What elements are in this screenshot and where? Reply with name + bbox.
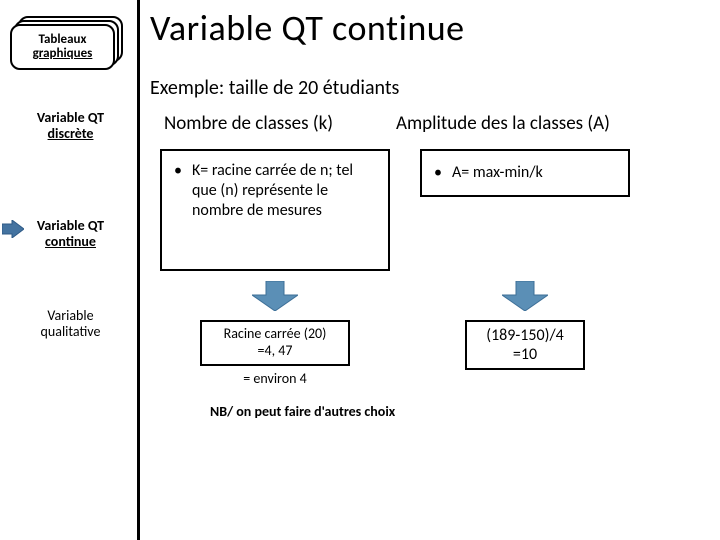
- sidebar-header-line2: graphiques: [33, 47, 93, 61]
- down-arrow-icon: [252, 281, 298, 316]
- bullet-icon: •: [174, 161, 182, 221]
- sidebar-item-qualitative[interactable]: Variable qualitative: [18, 308, 123, 340]
- example-text: Exemple: taille de 20 étudiants: [150, 76, 710, 100]
- footnote: NB/ on peut faire d'autres choix: [150, 403, 710, 420]
- result-a-line2: =10: [477, 345, 573, 364]
- down-arrow-icon: [502, 281, 548, 316]
- definition-a-text: A= max-min/k: [452, 163, 543, 183]
- result-box-a: (189-150)/4 =10: [465, 320, 585, 370]
- result-col-a: (189-150)/4 =10: [420, 279, 630, 387]
- definition-box-a: • A= max-min/k: [420, 149, 630, 197]
- nav-label-line2: continue: [18, 234, 123, 250]
- bullet-icon: •: [434, 163, 442, 183]
- page-title: Variable QT continue: [150, 6, 710, 50]
- result-box-k: Racine carrée (20) =4, 47: [200, 320, 350, 366]
- nav-label-line1: Variable: [18, 308, 123, 324]
- nav-label-line2: discrète: [18, 126, 123, 142]
- definition-boxes-row: • K= racine carrée de n; tel que (n) rep…: [150, 149, 710, 271]
- main-content: Variable QT continue Exemple: taille de …: [150, 6, 710, 420]
- stack-layer-front[interactable]: Tableaux graphiques: [10, 24, 115, 70]
- definition-box-k: • K= racine carrée de n; tel que (n) rep…: [160, 149, 390, 271]
- sidebar-header-line1: Tableaux: [39, 33, 87, 47]
- result-k-extra: = environ 4: [243, 370, 306, 387]
- result-a-line1: (189-150)/4: [477, 326, 573, 345]
- sidebar-item-discrete[interactable]: Variable QT discrète: [18, 110, 123, 142]
- subheadings-row: Nombre de classes (k) Amplitude des la c…: [150, 112, 710, 135]
- results-row: Racine carrée (20) =4, 47 = environ 4 (1…: [150, 279, 710, 387]
- definition-k-text: K= racine carrée de n; tel que (n) repré…: [192, 161, 376, 221]
- nav-label-line2: qualitative: [18, 324, 123, 340]
- sidebar-header-stack: Tableaux graphiques: [10, 16, 125, 72]
- nav-label-line1: Variable QT: [18, 218, 123, 234]
- result-col-k: Racine carrée (20) =4, 47 = environ 4: [160, 279, 390, 387]
- result-k-line2: =4, 47: [212, 343, 338, 360]
- result-k-line1: Racine carrée (20): [212, 326, 338, 343]
- nav-label-line1: Variable QT: [18, 110, 123, 126]
- subhead-classes: Nombre de classes (k): [164, 112, 384, 135]
- sidebar: Tableaux graphiques Variable QT discrète…: [0, 0, 140, 540]
- sidebar-item-continue[interactable]: Variable QT continue: [18, 218, 123, 250]
- subhead-amplitude: Amplitude des la classes (A): [396, 112, 610, 135]
